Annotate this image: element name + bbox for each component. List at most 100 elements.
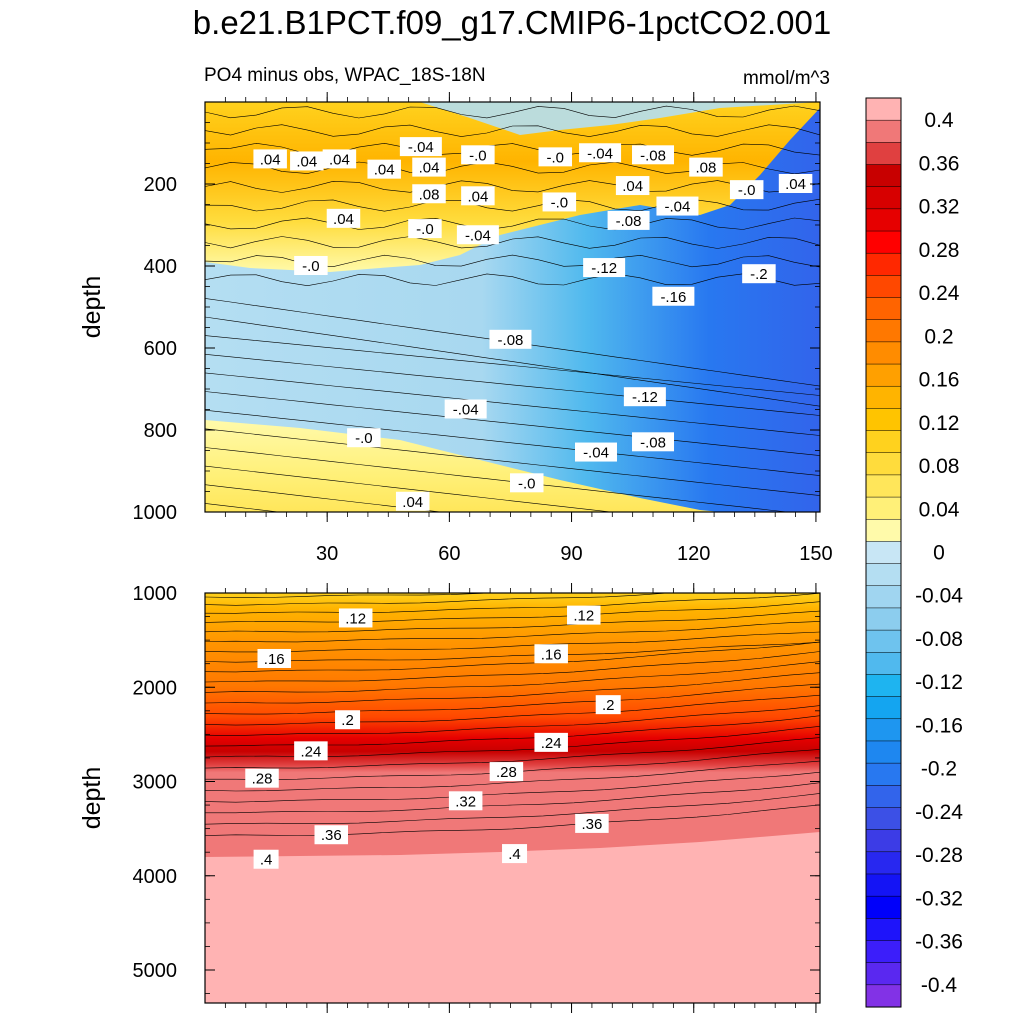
lower-plot-frame bbox=[204, 592, 821, 1004]
contour-label: -.0 bbox=[294, 256, 328, 275]
y-axis-title: depth bbox=[78, 276, 106, 339]
colorbar-label: -0.28 bbox=[915, 844, 963, 867]
contour-line bbox=[205, 593, 493, 598]
svg-text:.04: .04 bbox=[260, 151, 281, 168]
chart-title: b.e21.B1PCT.f09_g17.CMIP6-1pctCO2.001 bbox=[192, 4, 832, 41]
contour-label: -.0 bbox=[347, 428, 381, 448]
svg-text:-.04: -.04 bbox=[587, 145, 613, 162]
contour-line bbox=[205, 694, 820, 726]
colorbar-box bbox=[865, 785, 902, 809]
contour-label: .04 bbox=[615, 176, 650, 196]
contour-line bbox=[205, 651, 820, 683]
colorbar-label: 0.2 bbox=[924, 325, 953, 348]
svg-text:-.08: -.08 bbox=[640, 434, 666, 451]
contour-label: .24 bbox=[294, 741, 328, 761]
svg-text:-.12: -.12 bbox=[632, 389, 658, 406]
colorbar-box bbox=[865, 119, 902, 143]
colorbar-box bbox=[865, 496, 902, 520]
contour-label: -.08 bbox=[632, 145, 675, 165]
svg-text:.28: .28 bbox=[252, 771, 273, 788]
contour-line bbox=[205, 593, 673, 606]
contour-label: .2 bbox=[595, 695, 621, 715]
colorbar-box bbox=[865, 585, 902, 609]
svg-text:.04: .04 bbox=[374, 162, 395, 179]
colorbar-box bbox=[865, 452, 902, 476]
contour-label: .04 bbox=[367, 159, 401, 179]
colorbar: 0.4 0.36 0.32 0.28 0.24 0.2 0.16 0.12 0.08 0.04 0 -… bbox=[865, 97, 963, 1008]
colorbar-box bbox=[865, 363, 902, 387]
contour-line bbox=[205, 484, 444, 512]
contour-line bbox=[205, 409, 820, 476]
contour-label: -.04 bbox=[456, 225, 499, 245]
colorbar-box bbox=[865, 408, 902, 432]
contour-line bbox=[205, 804, 820, 836]
contour-label: -.0 bbox=[538, 147, 573, 167]
contour-line bbox=[205, 661, 820, 693]
svg-text:-.04: -.04 bbox=[583, 445, 609, 462]
y-tick-label: 2000 bbox=[133, 677, 178, 699]
colorbar-box bbox=[865, 652, 902, 675]
contour-line bbox=[205, 760, 820, 792]
contour-label: .36 bbox=[575, 813, 609, 833]
svg-text:.16: .16 bbox=[264, 651, 285, 668]
svg-text:.04: .04 bbox=[467, 188, 488, 205]
colorbar-box bbox=[865, 629, 902, 653]
contour-label: -.0 bbox=[461, 145, 495, 165]
contour-label: -.2 bbox=[742, 264, 776, 284]
svg-text:.04: .04 bbox=[419, 160, 440, 177]
svg-text:.04: .04 bbox=[329, 151, 350, 168]
colorbar-label: -0.12 bbox=[915, 671, 963, 694]
colorbar-label: -0.16 bbox=[915, 714, 963, 737]
colorbar-box bbox=[865, 718, 902, 742]
contour-line bbox=[205, 610, 820, 633]
contour-label: .16 bbox=[257, 648, 291, 668]
contour-line bbox=[205, 683, 820, 715]
contour-label: -.0 bbox=[729, 180, 764, 200]
colorbar-box bbox=[865, 674, 902, 698]
upper-axes: 200 400 600 800 1000 30 60 90 120 150 depth bbox=[78, 92, 833, 565]
lower-contour-lines bbox=[205, 593, 820, 836]
chart-subtitle-units: mmol/m^3 bbox=[742, 68, 830, 89]
colorbar-label: -0.32 bbox=[915, 887, 963, 910]
svg-text:-.0: -.0 bbox=[302, 258, 320, 275]
svg-text:.04: .04 bbox=[785, 176, 806, 193]
contour-label: -.04 bbox=[574, 442, 617, 462]
x-tick-label: 120 bbox=[677, 543, 710, 565]
contour-line bbox=[205, 503, 282, 512]
contour-label: .08 bbox=[689, 157, 723, 177]
svg-text:-.0: -.0 bbox=[547, 149, 565, 166]
contour-line bbox=[205, 372, 820, 436]
contour-line bbox=[205, 782, 820, 814]
svg-text:.4: .4 bbox=[260, 852, 273, 869]
contour-line bbox=[205, 124, 820, 137]
contour-label: .12 bbox=[567, 605, 601, 625]
svg-text:.12: .12 bbox=[573, 608, 594, 625]
contour-label: -.16 bbox=[652, 286, 695, 306]
colorbar-label: 0.08 bbox=[919, 455, 960, 478]
colorbar-box bbox=[865, 740, 902, 764]
svg-text:.04: .04 bbox=[622, 178, 643, 195]
contour-label: .36 bbox=[314, 825, 349, 845]
contour-label: .04 bbox=[322, 149, 357, 169]
colorbar-box bbox=[865, 97, 902, 121]
colorbar-box bbox=[865, 518, 902, 542]
colorbar-box bbox=[865, 230, 902, 254]
colorbar-label: 0.04 bbox=[919, 498, 960, 521]
contour-label: -.0 bbox=[408, 219, 442, 239]
colorbar-label: -0.4 bbox=[921, 974, 958, 997]
colorbar-label: 0.12 bbox=[919, 412, 960, 435]
svg-text:-.0: -.0 bbox=[518, 475, 536, 492]
svg-text:-.08: -.08 bbox=[616, 213, 642, 230]
x-tick-label: 90 bbox=[560, 543, 582, 565]
y-tick-label: 3000 bbox=[133, 772, 178, 794]
svg-text:.04: .04 bbox=[333, 211, 354, 228]
svg-text:-.08: -.08 bbox=[640, 147, 666, 164]
contour-line bbox=[205, 793, 820, 825]
colorbar-box bbox=[865, 385, 902, 409]
contour-line bbox=[205, 672, 820, 704]
colorbar-label: 0.24 bbox=[919, 282, 960, 305]
y-tick-label: 600 bbox=[144, 338, 177, 360]
svg-text:-.04: -.04 bbox=[465, 227, 491, 244]
y-axis-title: depth bbox=[78, 767, 106, 830]
colorbar-box bbox=[865, 696, 902, 720]
